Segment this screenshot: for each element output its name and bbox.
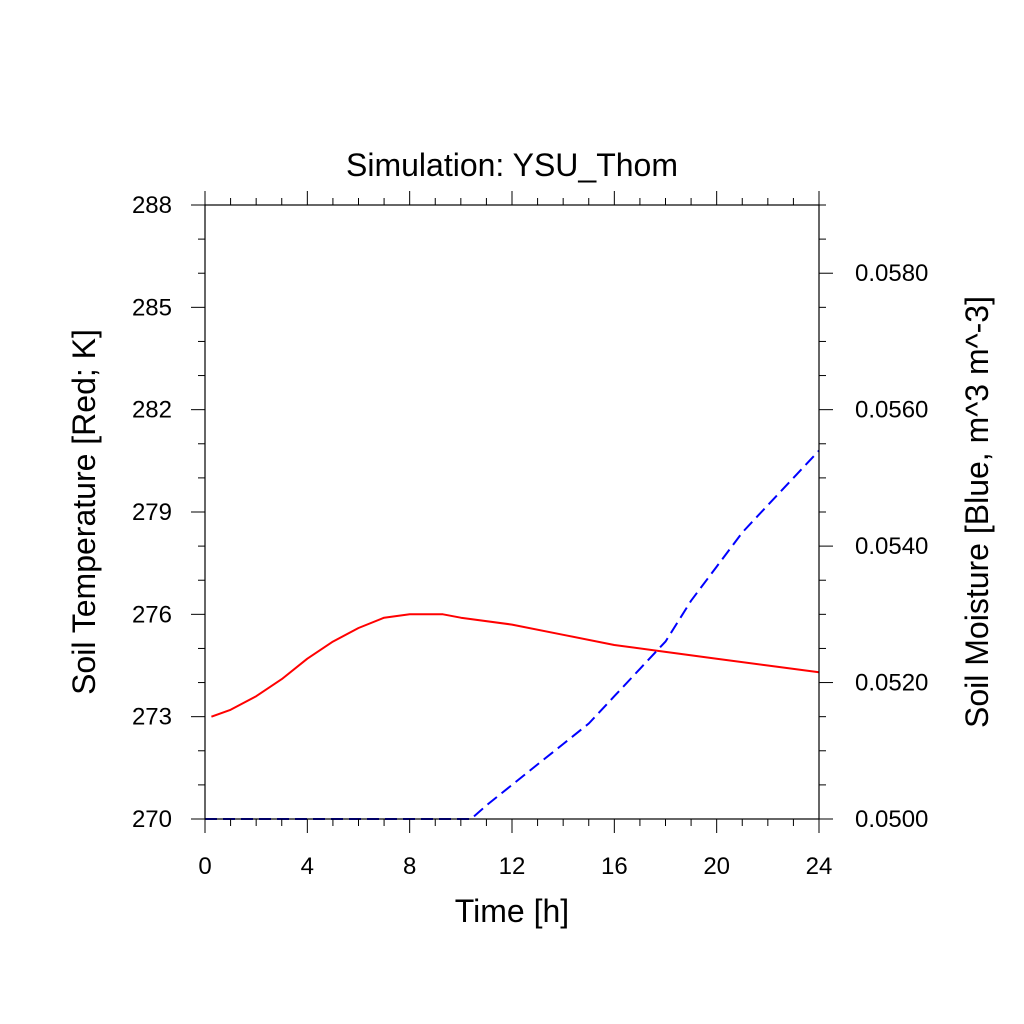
y-left-tick-label: 276 <box>132 601 172 628</box>
plot-frame <box>204 204 820 820</box>
y-axis-right-title: Soil Moisture [Blue, m^3 m^-3] <box>959 296 995 728</box>
y-left-tick-label: 273 <box>132 704 172 731</box>
x-axis-title: Time [h] <box>455 893 569 929</box>
y-right-tick-label: 0.0540 <box>855 533 928 560</box>
chart-title: Simulation: YSU_Thom <box>346 147 678 183</box>
x-tick-label: 0 <box>198 853 211 880</box>
y-right-tick-label: 0.0500 <box>855 806 928 833</box>
x-tick-label: 24 <box>806 853 833 880</box>
y-left-tick-label: 282 <box>132 397 172 424</box>
ticks-layer: 0 4 8 12 16 20 24 270 273 276 279 282 285 288 0.0500 0.… <box>132 191 928 880</box>
y-right-tick-label: 0.0520 <box>855 670 928 697</box>
y-right-tick-label: 0.0580 <box>855 260 928 287</box>
y-axis-left-title: Soil Temperature [Red; K] <box>66 329 102 695</box>
y-left-tick-label: 288 <box>132 192 172 219</box>
y-left-tick-label: 279 <box>132 499 172 526</box>
x-tick-label: 8 <box>403 853 416 880</box>
x-tick-label: 4 <box>301 853 314 880</box>
series-layer <box>205 449 820 820</box>
x-tick-label: 16 <box>601 853 628 880</box>
soil-temperature-line <box>211 613 820 718</box>
x-tick-label: 12 <box>499 853 526 880</box>
soil-moisture-line <box>205 449 820 820</box>
x-tick-label: 20 <box>703 853 730 880</box>
y-left-tick-label: 285 <box>132 294 172 321</box>
y-left-tick-label: 270 <box>132 806 172 833</box>
y-right-tick-label: 0.0560 <box>855 397 928 424</box>
